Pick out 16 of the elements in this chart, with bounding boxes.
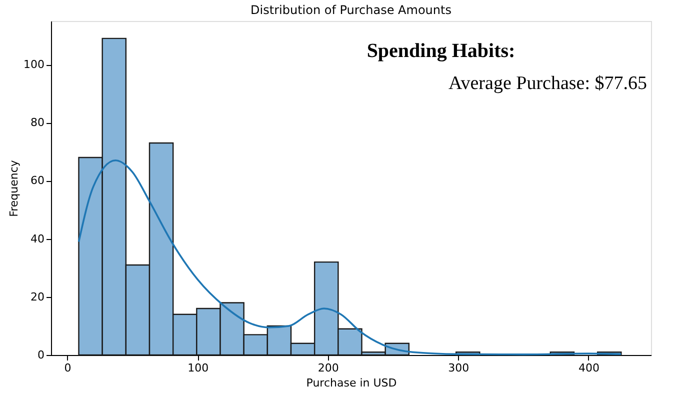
y-tick-label: 80: [30, 116, 44, 130]
y-tick-label: 100: [24, 58, 44, 72]
x-tick-label: 0: [64, 362, 72, 374]
x-tick-label: 400: [578, 362, 600, 374]
x-axis-title: Purchase in USD: [306, 376, 397, 390]
x-tick-label: 200: [318, 362, 339, 374]
y-tick-label: 0: [38, 348, 44, 362]
annotation: Average Purchase: $77.65: [448, 73, 647, 94]
y-tick-label: 60: [30, 174, 44, 188]
y-tick-label: 40: [30, 232, 44, 246]
chart-title: Distribution of Purchase Amounts: [250, 3, 452, 17]
annotation: Spending Habits:: [366, 40, 516, 62]
x-tick-label: 300: [448, 362, 470, 374]
y-tick-label: 20: [30, 290, 44, 304]
y-axis-title: Frequency: [8, 160, 21, 217]
x-tick-label: 100: [188, 362, 209, 374]
